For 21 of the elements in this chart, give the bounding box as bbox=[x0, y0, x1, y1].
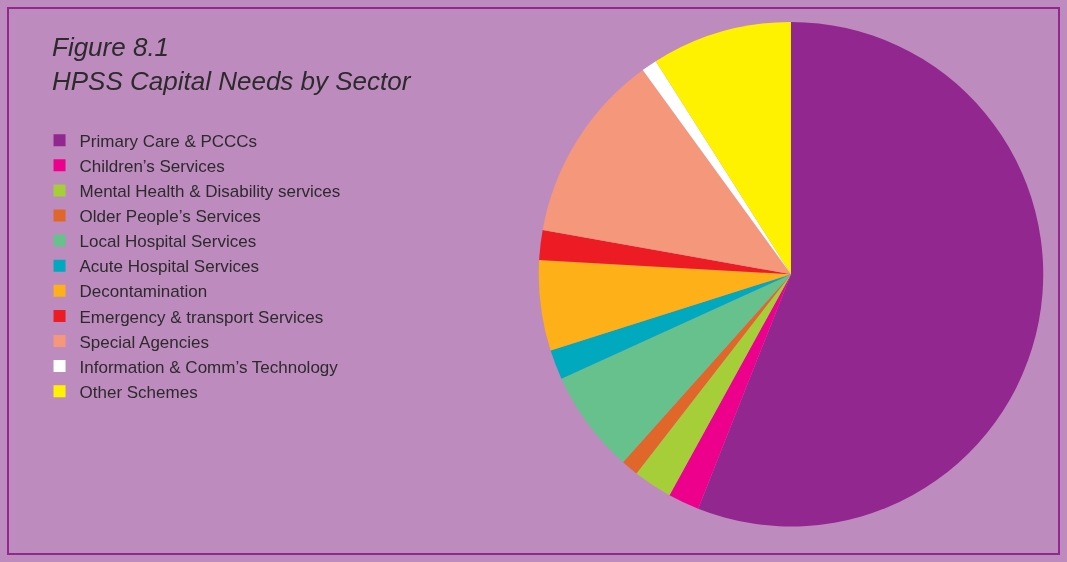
pie-slice bbox=[538, 259, 791, 351]
pie-slice bbox=[550, 274, 791, 379]
legend-label: Mental Health & Disability services bbox=[79, 182, 341, 202]
legend-label: Primary Care & PCCCs bbox=[79, 131, 258, 151]
legend-label: Information & Comm’s Technology bbox=[79, 357, 339, 377]
legend-label: Children’s Services bbox=[79, 156, 225, 176]
pie-slice bbox=[698, 21, 1043, 527]
pie-slice bbox=[669, 274, 791, 509]
pie-slice bbox=[542, 70, 791, 275]
legend-label: Local Hospital Services bbox=[79, 232, 257, 252]
pie-slice bbox=[655, 21, 791, 275]
pie-slice bbox=[636, 274, 791, 496]
pie-slice bbox=[642, 61, 791, 275]
legend-label: Emergency & transport Services bbox=[79, 307, 324, 327]
text: Figure 8.1 HPSS Capital Needs by Sector bbox=[52, 32, 412, 96]
legend-label: Acute Hospital Services bbox=[79, 257, 260, 277]
legend-label: Older People’s Services bbox=[79, 207, 261, 227]
legend-label: Special Agencies bbox=[79, 332, 210, 352]
pie-slice bbox=[561, 274, 791, 463]
legend-label: Decontamination bbox=[79, 282, 208, 302]
legend-label: Other Schemes bbox=[79, 382, 198, 402]
